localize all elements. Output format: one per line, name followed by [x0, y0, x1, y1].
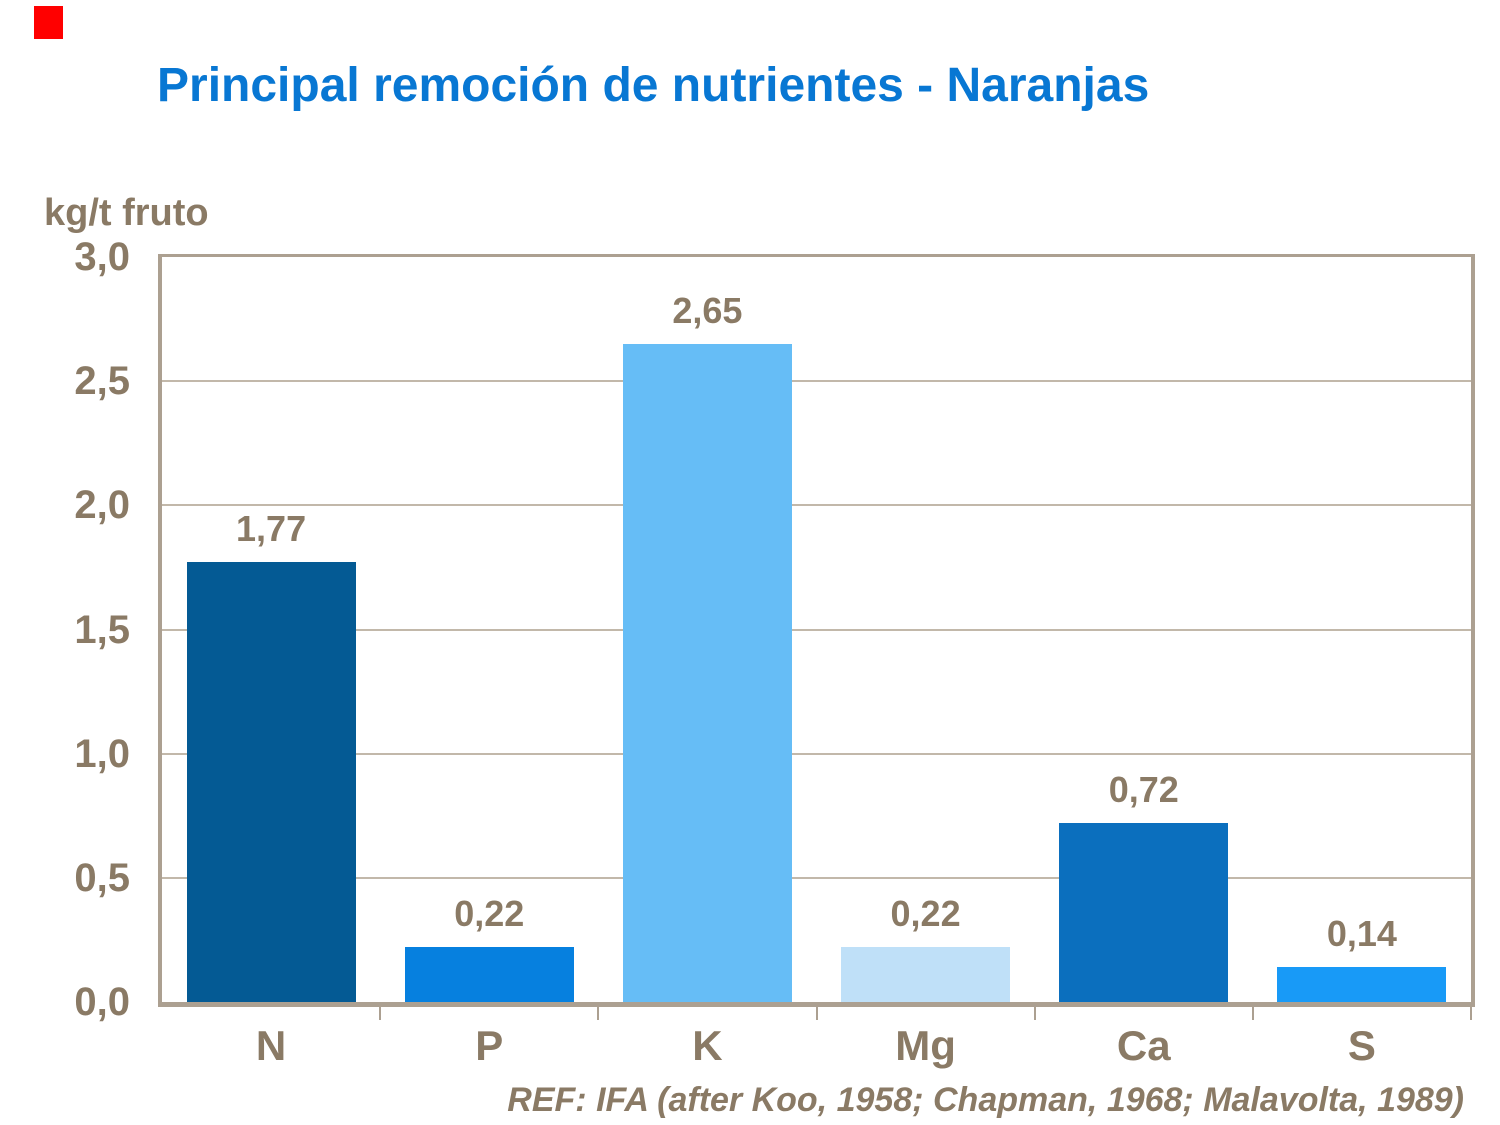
y-axis-tick-label: 0,5 — [74, 855, 130, 900]
y-axis-tick-label: 1,0 — [74, 731, 130, 776]
gridline — [162, 876, 1471, 879]
gridline — [162, 752, 1471, 755]
x-axis-category-label-N: N — [255, 1022, 287, 1069]
x-axis-tick — [1033, 1007, 1036, 1020]
x-axis-category-label-Ca: Ca — [1116, 1022, 1171, 1069]
bar-value-label-N: 1,77 — [236, 508, 307, 550]
red-corner-marker — [34, 6, 63, 39]
bar-P — [404, 947, 574, 1002]
y-axis-tick-label: 0,0 — [74, 980, 130, 1024]
bar-Ca — [1059, 823, 1229, 1002]
bar-value-label-Mg: 0,22 — [890, 893, 961, 935]
x-axis-tick — [1470, 1007, 1472, 1020]
bar-K — [622, 343, 792, 1002]
plot-area: 1,77 0,22 2,65 0,22 0,72 0,14 — [158, 254, 1475, 1007]
bar-value-label-K: 2,65 — [672, 289, 743, 331]
gridline — [162, 380, 1471, 383]
x-axis-tick — [597, 1007, 600, 1020]
x-axis-tick — [815, 1007, 818, 1020]
bar-value-label-P: 0,22 — [454, 893, 525, 935]
x-axis-category-label-K: K — [692, 1022, 723, 1069]
chart-title: Principal remoción de nutrientes - Naran… — [157, 59, 1150, 112]
y-axis-tick-label: 2,0 — [74, 483, 130, 528]
bar-value-label-Ca: 0,72 — [1108, 769, 1179, 811]
bar-N — [186, 562, 356, 1002]
plot-inner: 1,77 0,22 2,65 0,22 0,72 0,14 — [162, 257, 1471, 1002]
x-axis-category-label-P: P — [475, 1022, 504, 1069]
bar-Mg — [841, 947, 1011, 1002]
y-axis-tick-label: 1,5 — [74, 607, 130, 652]
gridline — [162, 628, 1471, 631]
y-axis-tick-label: 2,5 — [74, 359, 130, 404]
reference-note: REF: IFA (after Koo, 1958; Chapman, 1968… — [507, 1081, 1464, 1119]
x-axis-tick — [379, 1007, 382, 1020]
x-axis-category-label-S: S — [1347, 1022, 1376, 1069]
y-axis-tick-label: 3,0 — [74, 235, 130, 279]
gridline — [162, 504, 1471, 507]
bar-S — [1277, 967, 1447, 1002]
bar-value-label-S: 0,14 — [1326, 913, 1397, 955]
x-axis-category-label-Mg: Mg — [895, 1022, 956, 1069]
x-axis-tick — [1251, 1007, 1254, 1020]
y-axis-unit-label: kg/t fruto — [44, 192, 209, 234]
